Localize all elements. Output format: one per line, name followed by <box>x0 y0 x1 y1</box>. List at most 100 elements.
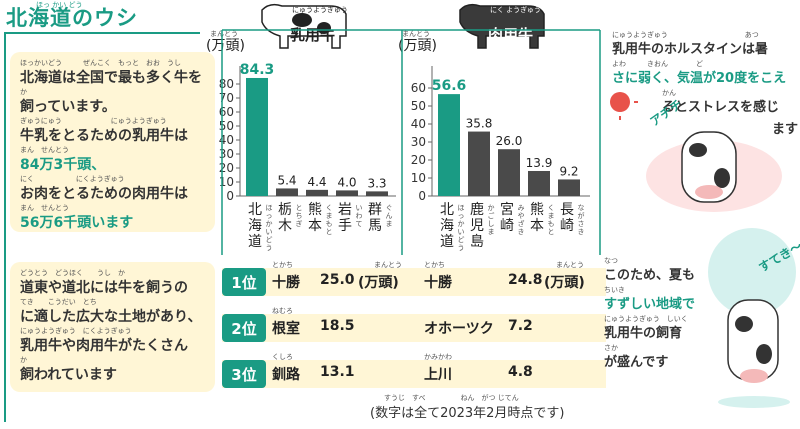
chart-title-ruby: にゅうようぎゅう <box>292 5 348 14</box>
x-tick-label: 海 <box>440 218 454 234</box>
x-tick-ruby: み <box>518 204 525 212</box>
y-tick-label: 70 <box>219 91 234 105</box>
x-tick-ruby: も <box>548 220 555 228</box>
x-tick-label: 北 <box>248 202 262 218</box>
heat-line-3: かん るとストレスを感じ <box>662 89 780 116</box>
cool-line-4: さか が盛んです <box>604 344 669 371</box>
y-tick-label: 60 <box>219 105 234 119</box>
region-line-2: てき こうだい とち に適した広大な土地があり、 <box>20 298 202 326</box>
x-tick-label: 木 <box>278 218 292 234</box>
ranking-row-1: 1位 とかち 十勝 25.0 まんとう (万頭) とかち 十勝 24.8 まんと… <box>222 261 606 296</box>
cool-line-2: ちいき すずしい地域で <box>604 286 696 313</box>
x-tick-ruby: ま <box>326 212 333 220</box>
chart-title-ruby: にく ようぎゅう <box>490 5 541 14</box>
x-tick-ruby: ま <box>488 228 495 236</box>
intro-line-1: ほっかいどう ぜんこく もっと おお うし 北海道は全国で最も多く牛を <box>20 59 202 87</box>
x-tick-label: 宮 <box>500 202 514 218</box>
dairy-area-ruby: ねむろ <box>272 307 293 315</box>
x-tick-ruby: ぎ <box>296 219 303 228</box>
x-tick-label: 岩 <box>338 202 352 218</box>
bar <box>336 190 358 196</box>
heat-line-2: よわ きおん どさに弱く、気温が20度をこえ <box>612 60 787 87</box>
x-tick-label: 海 <box>248 218 262 234</box>
x-tick-ruby: ま <box>386 220 393 228</box>
dairy-area: 十勝 <box>272 275 300 291</box>
data-label: 4.0 <box>337 175 356 189</box>
x-tick-ruby: ん <box>386 212 393 220</box>
x-tick-label: 崎 <box>500 218 514 234</box>
data-label: 3.3 <box>367 176 386 190</box>
x-tick-ruby: い <box>458 228 465 236</box>
y-tick-label: 10 <box>219 175 234 189</box>
footnote: (数字は全て2023年2月時点です) <box>370 406 565 421</box>
ranking-panel: 1位 とかち 十勝 25.0 まんとう (万頭) とかち 十勝 24.8 まんと… <box>222 260 606 395</box>
footnote-ruby: すうじ すべ ねん がつ じてん <box>384 394 519 402</box>
y-tick-label: 50 <box>219 119 234 133</box>
intro-line-3: ぎゅうにゅう にゅうようぎゅう 牛乳をとるための乳用牛は <box>20 117 188 145</box>
y-tick-label: 20 <box>411 153 426 167</box>
x-tick-ruby: と <box>296 204 303 212</box>
x-tick-ruby: ま <box>548 212 555 220</box>
x-tick-ruby: て <box>356 220 363 228</box>
hot-cow-illustration <box>610 92 782 212</box>
x-tick-label: 栃 <box>278 202 292 218</box>
data-label: 56.6 <box>432 78 467 94</box>
x-tick-ruby: く <box>548 204 555 212</box>
data-label: 4.4 <box>307 175 326 189</box>
x-tick-ruby: が <box>578 211 585 220</box>
beef-unit-ruby: まんとう <box>556 261 584 269</box>
y-tick-label: 60 <box>411 81 426 95</box>
intro-line-2: か飼っています。 <box>20 88 116 116</box>
y-axis-label: (万頭) <box>398 38 437 54</box>
y-axis-label-ruby: まんとう <box>210 30 238 38</box>
x-tick-label: 熊 <box>308 202 322 218</box>
x-tick-ruby: う <box>458 244 465 252</box>
x-tick-label: 熊 <box>530 202 544 218</box>
intro-line-6: まん せんとう 56万6千頭います <box>20 204 134 232</box>
y-axis-label-ruby: まんとう <box>402 30 430 38</box>
x-tick-ruby: ほ <box>458 204 465 212</box>
x-tick-ruby: わ <box>356 212 363 220</box>
bar <box>246 77 268 196</box>
beef-area-ruby: かみかわ <box>424 353 452 361</box>
beef-area: オホーツク <box>424 321 494 337</box>
frame-left-line <box>4 32 6 422</box>
x-tick-label: 道 <box>248 234 262 250</box>
x-tick-ruby: か <box>266 220 273 228</box>
bar <box>438 94 460 196</box>
cool-cow-illustration <box>718 299 790 408</box>
rank-badge: 3位 <box>222 360 266 388</box>
x-tick-ruby: や <box>518 212 525 220</box>
y-tick-label: 30 <box>411 135 426 149</box>
region-line-4: か飼われています <box>20 356 117 384</box>
page-title: 北海道のウシ <box>6 6 138 30</box>
bar <box>306 189 328 196</box>
x-tick-ruby: い <box>356 204 363 212</box>
bar <box>558 179 580 196</box>
y-tick-label: 40 <box>219 133 234 147</box>
x-tick-label: 北 <box>440 202 454 218</box>
cow-spot <box>292 13 312 27</box>
x-tick-ruby: と <box>326 228 333 236</box>
x-tick-ruby: か <box>488 204 495 212</box>
x-tick-label: 手 <box>338 218 352 234</box>
y-tick-label: 80 <box>219 77 234 91</box>
y-tick-label: 20 <box>219 161 234 175</box>
data-label: 84.3 <box>240 62 275 78</box>
data-label: 26.0 <box>496 134 523 148</box>
x-tick-ruby: ほ <box>266 204 273 212</box>
x-tick-ruby: き <box>578 228 585 236</box>
x-tick-ruby: き <box>518 228 525 236</box>
x-tick-label: 本 <box>308 218 322 234</box>
beef-value: 24.8 <box>508 272 543 288</box>
region-line-3: にゅうようぎゅう にくようぎゅう 乳用牛や肉用牛がたくさん <box>20 327 188 355</box>
x-tick-label: 道 <box>440 234 454 250</box>
x-tick-ruby: ち <box>296 212 303 220</box>
x-tick-label: 群 <box>368 202 382 218</box>
heat-line-1: にゅうようぎゅう あつ 乳用牛のホルスタインは暑 <box>612 31 769 58</box>
x-tick-ruby: さ <box>578 220 585 228</box>
x-tick-ruby: い <box>266 228 273 236</box>
bar <box>528 170 550 196</box>
dairy-unit-ruby: まんとう <box>374 261 402 269</box>
rank-badge: 1位 <box>222 268 266 296</box>
